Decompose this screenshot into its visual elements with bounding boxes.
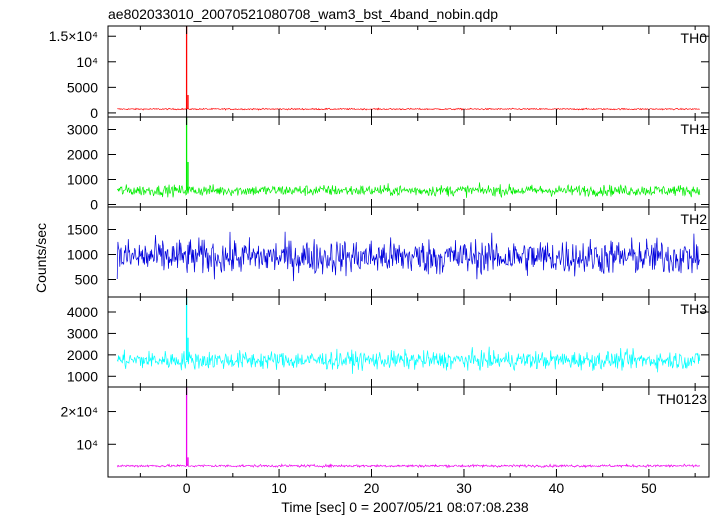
chart-title: ae802033010_20070521080708_wam3_bst_4ban…: [108, 6, 498, 22]
panel-label-th1: TH1: [681, 121, 708, 137]
panel-label-th2: TH2: [681, 211, 708, 227]
y-tick-label: 5000: [67, 79, 98, 95]
panel-th3: 1000 2000 3000 4000 TH3: [67, 296, 710, 388]
y-tick-label: 2000: [67, 347, 98, 363]
panel-th0123: 10⁴ 2×10⁴ TH0123: [60, 386, 710, 478]
x-tick-label: 20: [364, 480, 380, 496]
series-line-th3: [116, 346, 701, 374]
panel-th1: 0 1000 2000 3000 TH1: [67, 116, 710, 213]
panel-label-th0: TH0: [681, 30, 708, 46]
x-tick-label: 30: [456, 480, 472, 496]
y-tick-label: 10⁴: [76, 436, 98, 452]
x-tick-label: 10: [271, 480, 287, 496]
panel-label-th3: TH3: [681, 301, 708, 317]
y-axis-label: Counts/sec: [33, 223, 49, 293]
panel-frame: [107, 386, 710, 478]
y-tick-label: 1500: [67, 222, 98, 238]
series-line-th2: [116, 231, 701, 282]
x-tick-label: 40: [549, 480, 565, 496]
x-tick-label: 0: [183, 480, 191, 496]
panel-frame: [107, 116, 710, 208]
y-tick-label: 2×10⁴: [60, 404, 98, 420]
y-tick-label: 3000: [67, 325, 98, 341]
y-tick-label: 10⁴: [76, 54, 98, 70]
panel-frame: [107, 25, 710, 118]
y-tick-label: 3000: [67, 122, 98, 138]
y-tick-label: 2000: [67, 147, 98, 163]
series-line-th0: [117, 107, 700, 111]
y-tick-label: 1000: [67, 247, 98, 263]
y-tick-label: 1.5×10⁴: [49, 28, 98, 44]
y-tick-label: 0: [90, 197, 98, 213]
panel-frame: [107, 296, 710, 388]
series-line-th1: [116, 182, 701, 198]
panel-th2: 500 1000 1500 TH2: [67, 206, 710, 298]
y-tick-label: 500: [75, 272, 99, 288]
x-axis-label: Time [sec] 0 = 2007/05/21 08:07:08.238: [281, 499, 529, 515]
y-tick-label: 4000: [67, 304, 98, 320]
panel-th0: 0 5000 10⁴ 1.5×10⁴ TH0: [49, 25, 710, 121]
panel-label-th0123: TH0123: [657, 391, 707, 407]
y-tick-label: 0: [90, 105, 98, 121]
y-tick-label: 1000: [67, 368, 98, 384]
series-line-th0123: [116, 463, 701, 469]
x-tick-label: 50: [641, 480, 657, 496]
y-tick-label: 1000: [67, 172, 98, 188]
